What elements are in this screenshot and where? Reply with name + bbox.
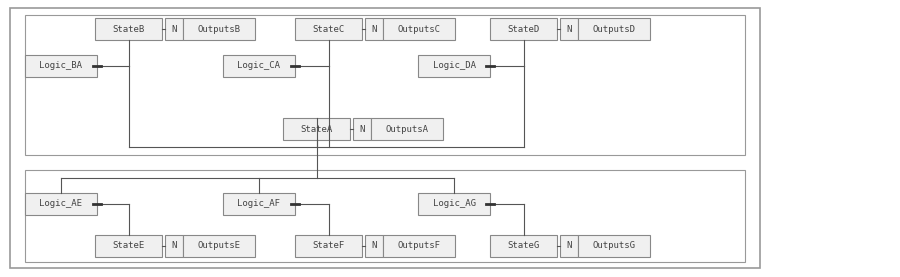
Bar	[371, 118, 443, 140]
Text: StateC: StateC	[312, 24, 345, 34]
Text: N: N	[359, 124, 364, 134]
Text: N: N	[566, 242, 572, 250]
Text: StateD: StateD	[508, 24, 540, 34]
Bar	[25, 55, 97, 77]
Text: N: N	[372, 24, 377, 34]
Bar	[578, 235, 650, 257]
Text: Logic_AG: Logic_AG	[433, 199, 475, 209]
Bar	[165, 235, 183, 257]
Text: Logic_AE: Logic_AE	[40, 199, 83, 209]
Text: OutputsC: OutputsC	[398, 24, 440, 34]
Bar	[25, 15, 745, 155]
Bar	[183, 235, 255, 257]
Text: StateF: StateF	[312, 242, 345, 250]
Bar	[95, 18, 162, 40]
Text: StateA: StateA	[301, 124, 333, 134]
Text: Logic_DA: Logic_DA	[433, 61, 475, 71]
Text: StateE: StateE	[112, 242, 145, 250]
Bar	[490, 18, 557, 40]
Bar	[383, 18, 455, 40]
Bar	[223, 55, 295, 77]
Bar	[418, 55, 490, 77]
Text: N: N	[171, 242, 176, 250]
Text: N: N	[171, 24, 176, 34]
Bar	[283, 118, 350, 140]
Text: OutputsG: OutputsG	[592, 242, 635, 250]
Bar	[223, 193, 295, 215]
Bar	[365, 235, 383, 257]
Text: N: N	[566, 24, 572, 34]
Text: OutputsA: OutputsA	[385, 124, 428, 134]
Text: StateB: StateB	[112, 24, 145, 34]
Bar	[25, 170, 745, 262]
Text: OutputsB: OutputsB	[197, 24, 240, 34]
Bar	[295, 235, 362, 257]
Text: OutputsE: OutputsE	[197, 242, 240, 250]
Bar	[295, 18, 362, 40]
Bar	[560, 235, 578, 257]
Bar	[95, 235, 162, 257]
Bar	[10, 8, 760, 268]
Bar	[490, 235, 557, 257]
Bar	[578, 18, 650, 40]
Bar	[418, 193, 490, 215]
Text: Logic_CA: Logic_CA	[238, 61, 281, 71]
Text: OutputsD: OutputsD	[592, 24, 635, 34]
Text: StateG: StateG	[508, 242, 540, 250]
Text: Logic_AF: Logic_AF	[238, 199, 281, 209]
Text: Logic_BA: Logic_BA	[40, 61, 83, 71]
Bar	[183, 18, 255, 40]
Bar	[25, 193, 97, 215]
Text: OutputsF: OutputsF	[398, 242, 440, 250]
Bar	[165, 18, 183, 40]
Bar	[365, 18, 383, 40]
Bar	[560, 18, 578, 40]
Text: N: N	[372, 242, 377, 250]
Bar	[383, 235, 455, 257]
Bar	[353, 118, 371, 140]
